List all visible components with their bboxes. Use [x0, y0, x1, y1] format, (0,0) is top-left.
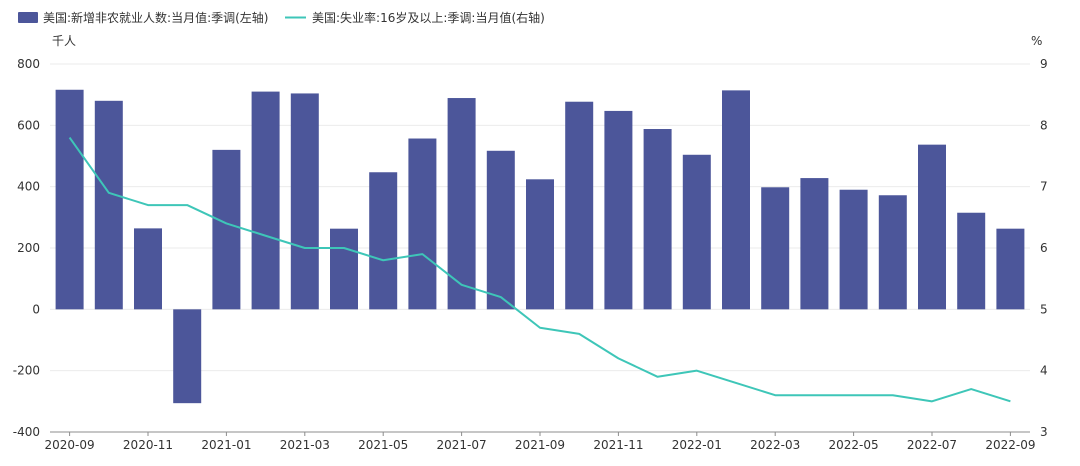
bar [486, 150, 515, 310]
right-axis-tick-label: 6 [1040, 241, 1048, 255]
x-axis-tick-label: 2021-07 [437, 438, 487, 452]
bar [212, 149, 241, 310]
x-axis-tick-label: 2021-01 [201, 438, 251, 452]
bar [251, 91, 280, 310]
bar-series [55, 89, 1025, 404]
bar [604, 110, 633, 310]
line-series [68, 137, 1011, 403]
left-axis-tick-label: 800 [17, 57, 40, 71]
x-axis-tick-label: 2021-05 [358, 438, 408, 452]
bar [173, 309, 202, 404]
bar [447, 98, 476, 310]
left-axis-tick-label: -400 [13, 425, 40, 439]
bar [643, 129, 672, 310]
right-axis-unit: % [1031, 34, 1042, 48]
x-axis-tick-label: 2021-09 [515, 438, 565, 452]
bar [526, 179, 554, 310]
axes: 800 600 400 200 0 -200 -400 9 8 7 6 5 4 3 2020-09 2020-… [13, 57, 1048, 452]
bar [330, 228, 358, 310]
right-axis-tick-label: 4 [1040, 364, 1048, 378]
unemployment-line [68, 137, 1011, 403]
bar [722, 90, 750, 310]
right-axis-tick-label: 5 [1040, 302, 1048, 316]
bar [800, 178, 829, 310]
legend-label-line: 美国:失业率:16岁及以上:季调:当月值(右轴) [312, 10, 545, 25]
legend: 美国:新增非农就业人数:当月值:季调(左轴) 美国:失业率:16岁及以上:季调:… [18, 10, 545, 25]
legend-label-bars: 美国:新增非农就业人数:当月值:季调(左轴) [43, 10, 269, 25]
x-axis-tick-label: 2022-09 [985, 438, 1035, 452]
bar [839, 189, 868, 310]
left-axis-tick-label: 400 [17, 180, 40, 194]
bar [761, 187, 790, 310]
right-axis-tick-label: 7 [1040, 180, 1048, 194]
bar [878, 195, 907, 310]
x-axis-tick-label: 2022-05 [829, 438, 879, 452]
left-axis-tick-label: 0 [32, 302, 40, 316]
legend-bar-swatch [18, 12, 38, 23]
left-axis-tick-label: -200 [13, 364, 40, 378]
x-axis-tick-label: 2020-09 [45, 438, 95, 452]
right-axis-tick-label: 8 [1040, 118, 1048, 132]
bar [996, 228, 1025, 310]
bar [565, 101, 594, 310]
x-axis-tick-label: 2022-03 [750, 438, 800, 452]
x-axis-tick-label: 2020-11 [123, 438, 173, 452]
left-axis-tick-label: 600 [17, 118, 40, 132]
x-axis-tick-label: 2021-03 [280, 438, 330, 452]
bar [134, 228, 162, 310]
bar [682, 154, 711, 310]
x-axis-tick-label: 2022-07 [907, 438, 957, 452]
left-axis-unit: 千人 [52, 34, 76, 48]
x-axis-tick-label: 2022-01 [672, 438, 722, 452]
right-axis-tick-label: 9 [1040, 57, 1048, 71]
bar [369, 172, 398, 310]
bar [918, 144, 946, 310]
x-axis-tick-label: 2021-11 [593, 438, 643, 452]
bar [55, 89, 84, 310]
left-axis-tick-label: 200 [17, 241, 40, 255]
right-axis-tick-label: 3 [1040, 425, 1048, 439]
bar [290, 93, 319, 310]
bar [957, 212, 986, 310]
bar [94, 100, 123, 310]
bar [408, 138, 437, 310]
